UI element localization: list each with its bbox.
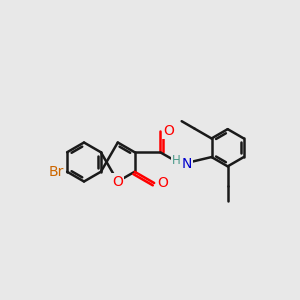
Text: H: H bbox=[172, 154, 181, 167]
Text: O: O bbox=[163, 124, 174, 138]
Text: O: O bbox=[157, 176, 168, 190]
Text: Br: Br bbox=[49, 165, 64, 179]
Text: N: N bbox=[182, 157, 192, 171]
Text: O: O bbox=[112, 175, 123, 188]
